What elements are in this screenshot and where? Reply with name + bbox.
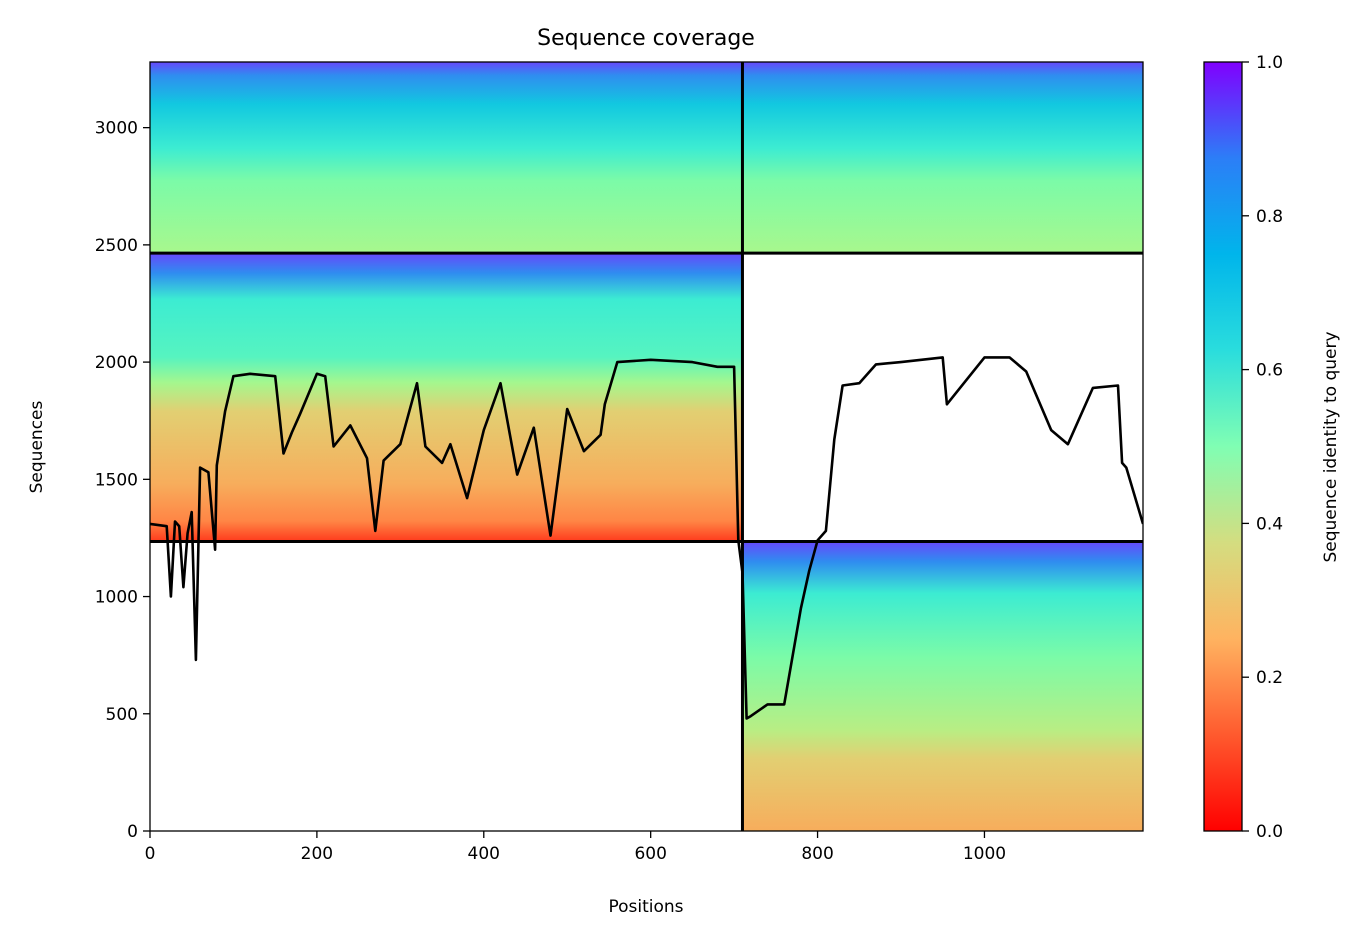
colorbar-tick-label: 0.8: [1256, 207, 1283, 227]
colorbar: [1203, 61, 1243, 832]
heatmap-block: [742, 62, 1143, 254]
colorbar-label: Sequence identity to query: [1321, 331, 1341, 562]
x-tick-label: 1000: [963, 844, 1006, 864]
colorbar-tick-label: 0.2: [1256, 668, 1283, 688]
heatmap-block: [150, 62, 743, 254]
coverage-line: [150, 356, 1143, 720]
colorbar-tick-label: 0.6: [1256, 361, 1283, 381]
colorbar-tick-label: 0.4: [1256, 514, 1283, 534]
heatmap-block: [742, 541, 1143, 831]
y-tick-label: 1000: [95, 588, 138, 608]
y-tick-label: 500: [106, 705, 138, 725]
colorbar-tick-label: 0.0: [1256, 822, 1283, 842]
y-tick-label: 3000: [95, 119, 138, 139]
x-axis-label: Positions: [608, 897, 683, 917]
x-tick-label: 600: [634, 844, 666, 864]
block-boundaries: [150, 62, 1143, 831]
y-tick-label: 1500: [95, 470, 138, 490]
heatmap-block: [150, 253, 743, 542]
colorbar-tick-label: 1.0: [1256, 53, 1283, 73]
plot-frame: [149, 61, 1144, 832]
y-tick-label: 2000: [95, 353, 138, 373]
x-axis: 0 200 400 600 800 1000: [145, 831, 1006, 864]
x-tick-label: 0: [145, 844, 156, 864]
y-tick-label: 2500: [95, 236, 138, 256]
coverage-line-layer: [150, 356, 1143, 720]
y-axis-label: Sequences: [27, 401, 47, 494]
colorbar-axis: 0.0 0.2 0.4 0.6 0.8 1.0: [1242, 53, 1283, 842]
y-tick-label: 0: [127, 822, 138, 842]
x-tick-label: 400: [468, 844, 500, 864]
heatmap-blocks: [150, 62, 1143, 831]
y-axis: 0 500 1000 1500 2000 2500 3000: [95, 119, 150, 842]
chart-title: Sequence coverage: [537, 26, 755, 51]
x-tick-label: 800: [801, 844, 833, 864]
x-tick-label: 200: [301, 844, 333, 864]
